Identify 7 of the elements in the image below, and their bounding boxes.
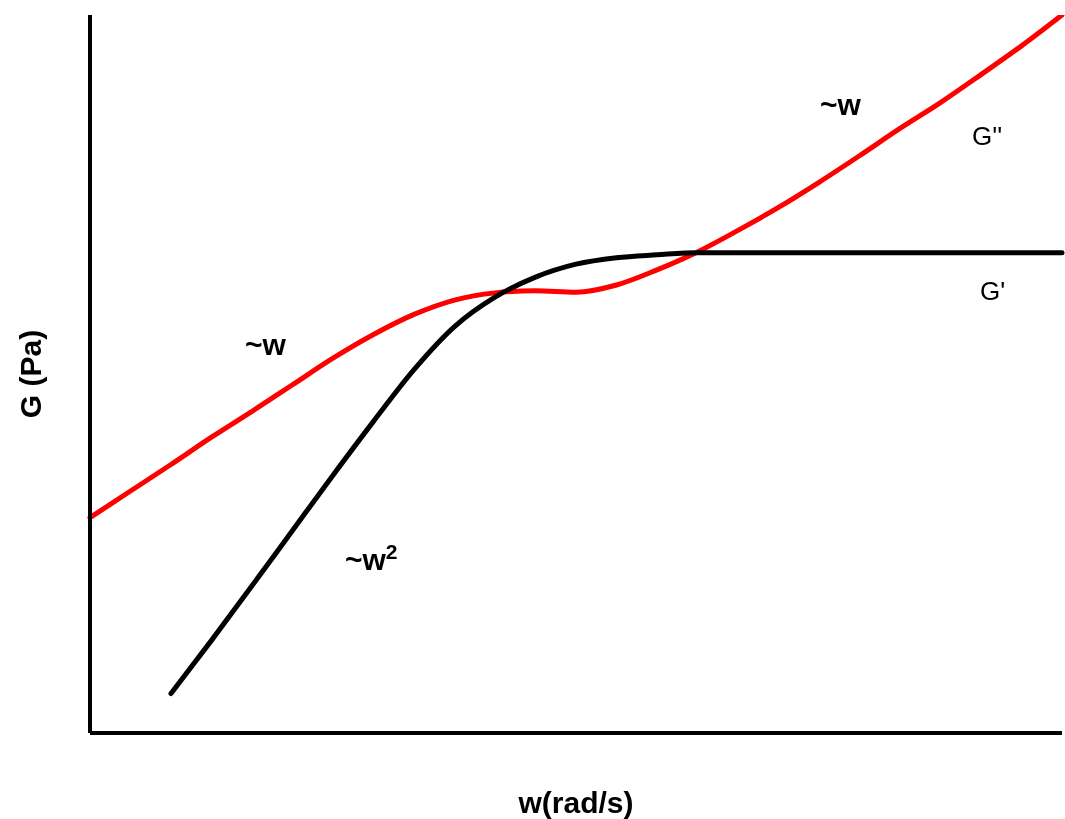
annotation: ~w$^{2}$ xyxy=(345,539,398,576)
annotation: ~w xyxy=(820,88,862,121)
y-axis-title: G (Pa) xyxy=(13,329,47,419)
series-label: G'' xyxy=(972,121,1003,151)
series-label: G' xyxy=(980,276,1006,306)
annotation: ~w xyxy=(245,328,287,361)
x-axis-title: w(rad/s) xyxy=(517,786,634,819)
